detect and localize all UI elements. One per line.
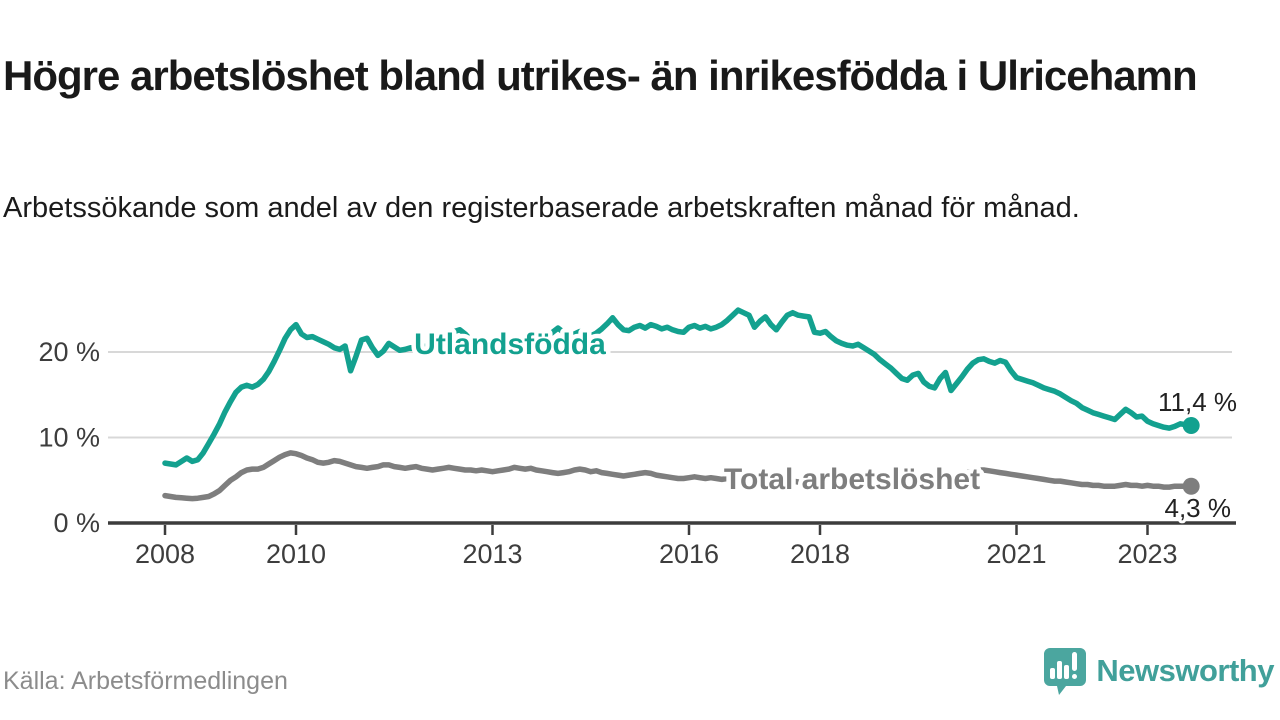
series-end-dots: [1182, 417, 1200, 495]
gridlines: [108, 351, 1232, 439]
y-tick-label: 20 %: [38, 337, 100, 367]
x-axis: [108, 521, 1236, 535]
x-tick-label: 2021: [986, 539, 1046, 569]
y-tick-label: 0 %: [53, 508, 100, 538]
x-tick-label: 2016: [659, 539, 719, 569]
newsworthy-icon: [1044, 648, 1087, 695]
series-end-dot-0: [1182, 417, 1200, 435]
end-value-label-utlandsfodda: 11,4 %: [1158, 387, 1237, 417]
x-tick-label: 2010: [266, 539, 326, 569]
series-line-0: [162, 307, 1194, 468]
axis-tick-labels: 0 % 10 % 20 % 2008 2010 2013 2016 2018 2021 2023: [38, 337, 1177, 569]
source-note: Källa: Arbetsförmedlingen: [3, 667, 288, 695]
series-label-total-arbetsloshet: Total arbetslöshet: [724, 463, 980, 496]
end-value-label-total: 4,3 %: [1165, 493, 1232, 523]
series-label-utlandsfodda: Utlandsfödda: [414, 328, 606, 361]
page-title: Högre arbetslöshet bland utrikes- än inr…: [3, 52, 1198, 100]
newsworthy-logo: Newsworthy: [1042, 646, 1274, 696]
x-tick-label: 2008: [135, 539, 195, 569]
page-subtitle: Arbetssökande som andel av den registerb…: [3, 192, 1080, 224]
newsworthy-wordmark: Newsworthy: [1096, 653, 1274, 688]
x-tick-label: 2018: [790, 539, 850, 569]
x-tick-label: 2023: [1117, 539, 1177, 569]
series-line-1: [162, 450, 1194, 502]
series-end-dot-1: [1182, 477, 1200, 495]
series-lines: [162, 307, 1194, 502]
y-tick-label: 10 %: [38, 423, 100, 453]
x-tick-label: 2013: [462, 539, 522, 569]
